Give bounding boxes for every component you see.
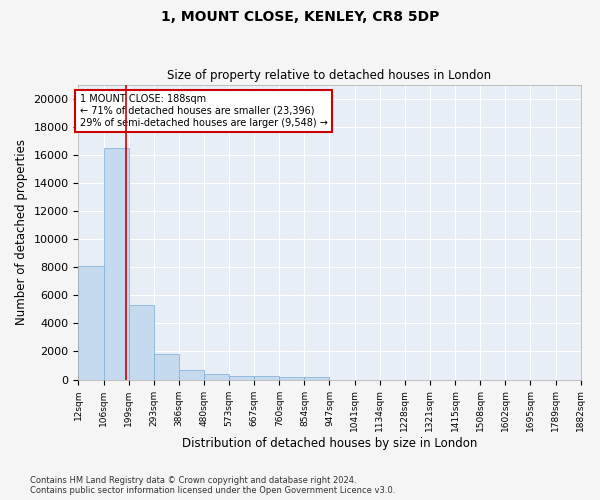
Y-axis label: Number of detached properties: Number of detached properties <box>15 139 28 325</box>
Bar <box>304 377 329 380</box>
Text: Contains HM Land Registry data © Crown copyright and database right 2024.
Contai: Contains HM Land Registry data © Crown c… <box>30 476 395 495</box>
Bar <box>229 376 254 380</box>
Bar <box>254 376 279 380</box>
Title: Size of property relative to detached houses in London: Size of property relative to detached ho… <box>167 69 491 82</box>
Bar <box>204 374 229 380</box>
Bar <box>279 377 304 380</box>
Bar <box>179 370 204 380</box>
Bar <box>79 266 104 380</box>
Bar <box>104 148 128 380</box>
X-axis label: Distribution of detached houses by size in London: Distribution of detached houses by size … <box>182 437 477 450</box>
Text: 1 MOUNT CLOSE: 188sqm
← 71% of detached houses are smaller (23,396)
29% of semi-: 1 MOUNT CLOSE: 188sqm ← 71% of detached … <box>80 94 328 128</box>
Text: 1, MOUNT CLOSE, KENLEY, CR8 5DP: 1, MOUNT CLOSE, KENLEY, CR8 5DP <box>161 10 439 24</box>
Bar <box>154 354 179 380</box>
Bar <box>128 305 154 380</box>
